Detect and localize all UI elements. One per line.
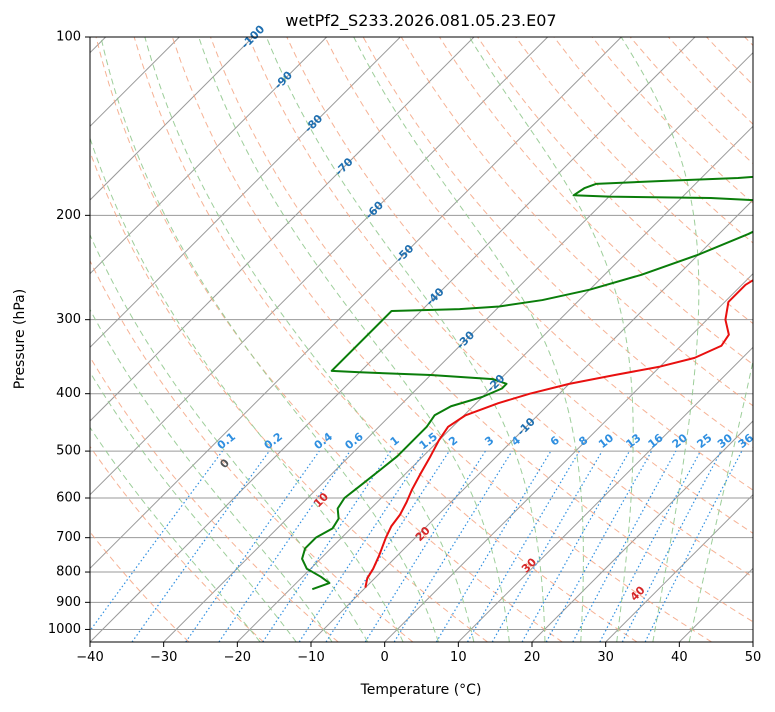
x-tick-label: −10 xyxy=(297,650,324,665)
x-tick-label: 50 xyxy=(745,650,762,665)
isotherm-line xyxy=(753,37,775,642)
x-tick-label: 10 xyxy=(450,650,467,665)
x-tick-label: 40 xyxy=(671,650,688,665)
x-tick-label: 0 xyxy=(381,650,389,665)
y-tick-label: 100 xyxy=(56,30,81,45)
y-tick-label: 900 xyxy=(56,595,81,610)
y-axis: 100 200 300 400 500 600 700 800 900 1000 xyxy=(48,30,90,637)
x-axis: −40 −30 −20 −10 0 10 20 30 40 50 xyxy=(76,642,761,665)
x-tick-label: 20 xyxy=(524,650,541,665)
chart-title: wetPf2_S233.2026.081.05.23.E07 xyxy=(285,11,556,31)
y-axis-title: Pressure (hPa) xyxy=(12,289,28,389)
y-tick-label: 700 xyxy=(56,530,81,545)
y-tick-label: 1000 xyxy=(48,622,81,637)
y-tick-label: 500 xyxy=(56,444,81,459)
y-tick-label: 200 xyxy=(56,208,81,223)
x-tick-label: −30 xyxy=(150,650,177,665)
x-tick-label: −20 xyxy=(224,650,251,665)
y-tick-label: 300 xyxy=(56,312,81,327)
x-tick-label: −40 xyxy=(76,650,103,665)
y-tick-label: 800 xyxy=(56,565,81,580)
y-tick-label: 400 xyxy=(56,386,81,401)
y-tick-label: 600 xyxy=(56,491,81,506)
x-axis-title: Temperature (°C) xyxy=(360,682,482,698)
x-tick-label: 30 xyxy=(597,650,614,665)
